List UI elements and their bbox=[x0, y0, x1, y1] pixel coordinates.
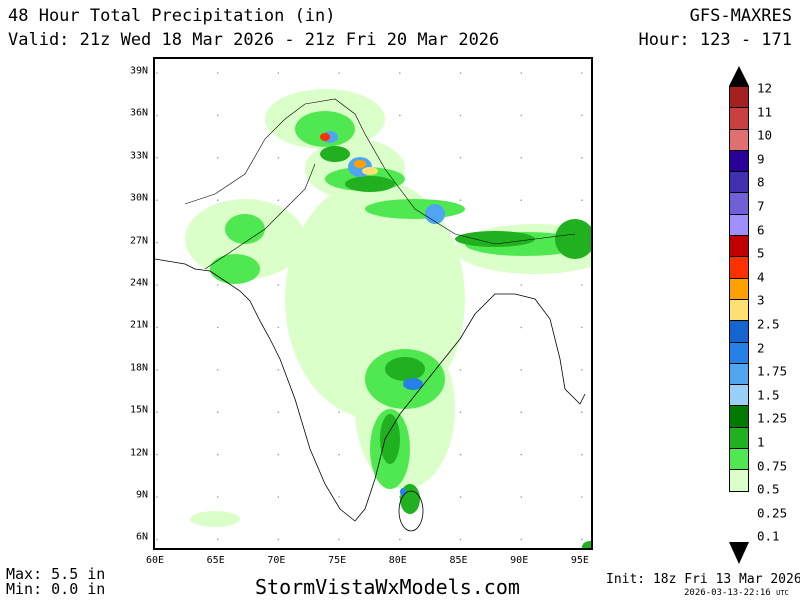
colorbar-label: 1 bbox=[757, 434, 765, 450]
coastline bbox=[154, 258, 586, 522]
colorbar-swatch bbox=[729, 214, 749, 237]
colorbar-swatch bbox=[729, 257, 749, 279]
colorbar-label: 7 bbox=[757, 198, 765, 214]
precip-area bbox=[555, 219, 595, 259]
lon-label: 90E bbox=[510, 555, 529, 566]
timestamp-value: 2026-03-13-22:16 bbox=[684, 588, 771, 598]
lon-label: 65E bbox=[206, 555, 225, 566]
timestamp: 2026-03-13-22:16 UTC bbox=[684, 588, 789, 598]
precip-area bbox=[582, 541, 598, 553]
init-time: Init: 18z Fri 13 Mar 2026 bbox=[606, 572, 800, 587]
colorbar-bottom-arrow bbox=[729, 542, 749, 564]
lat-label: 36N bbox=[129, 107, 148, 119]
colorbar-swatch bbox=[729, 470, 749, 492]
precip-area bbox=[320, 146, 350, 162]
site-watermark: StormVistaWxModels.com bbox=[255, 575, 520, 599]
colorbar-label: 2 bbox=[757, 340, 765, 356]
sri-lanka bbox=[398, 490, 424, 532]
lat-label: 6N bbox=[135, 531, 148, 543]
colorbar-label: 10 bbox=[757, 127, 773, 143]
precip-area bbox=[385, 357, 425, 381]
colorbar-swatch bbox=[729, 129, 749, 151]
precip-area bbox=[380, 414, 400, 464]
precip-area bbox=[455, 231, 535, 247]
colorbar-label: 1.5 bbox=[757, 387, 780, 403]
precip-area bbox=[345, 176, 395, 192]
forecast-hours: Hour: 123 - 171 bbox=[638, 30, 792, 50]
colorbar-swatch bbox=[729, 406, 749, 428]
colorbar-label: 2.5 bbox=[757, 316, 780, 332]
colorbar-label: 8 bbox=[757, 174, 765, 190]
lat-label: 18N bbox=[129, 362, 148, 374]
colorbar-label: 0.5 bbox=[757, 481, 780, 497]
lat-label: 9N bbox=[135, 489, 148, 501]
colorbar-top-arrow bbox=[729, 66, 749, 86]
lon-label: 60E bbox=[145, 555, 165, 566]
colorbar-label: 0.25 bbox=[757, 505, 788, 521]
colorbar-label: 1.75 bbox=[757, 363, 788, 379]
lat-label: 15N bbox=[129, 404, 148, 416]
lat-label: 39N bbox=[129, 65, 148, 77]
colorbar-label: 0.75 bbox=[757, 458, 788, 474]
lon-label: 85E bbox=[449, 555, 468, 566]
colorbar-label: 12 bbox=[757, 80, 773, 96]
precip-area bbox=[295, 111, 355, 147]
precip-area bbox=[190, 511, 240, 527]
colorbar-label: 0.1 bbox=[757, 528, 780, 544]
colorbar-swatch bbox=[729, 363, 749, 386]
colorbar-swatch bbox=[729, 87, 749, 109]
colorbar-label: 4 bbox=[757, 269, 765, 285]
colorbar-label: 11 bbox=[757, 104, 773, 120]
precip-area bbox=[210, 254, 260, 284]
model-name: GFS-MAXRES bbox=[689, 6, 792, 26]
lat-label: 33N bbox=[129, 150, 148, 162]
min-value: Min: 0.0 in bbox=[6, 580, 106, 598]
precip-area bbox=[425, 204, 445, 224]
colorbar-swatch bbox=[729, 193, 749, 215]
precip-area bbox=[225, 214, 265, 244]
lon-label: 95E bbox=[570, 555, 589, 566]
max-value: Max: 5.5 in bbox=[6, 565, 106, 583]
lat-label: 24N bbox=[129, 277, 148, 289]
lon-label: 70E bbox=[267, 555, 286, 566]
colorbar-swatch bbox=[729, 150, 749, 173]
colorbar-swatch bbox=[729, 449, 749, 471]
valid-period: Valid: 21z Wed 18 Mar 2026 - 21z Fri 20 … bbox=[8, 30, 500, 50]
map-title: 48 Hour Total Precipitation (in) bbox=[8, 6, 336, 26]
colorbar-swatch bbox=[729, 342, 749, 364]
precip-area bbox=[403, 378, 423, 390]
precip-area bbox=[400, 488, 406, 496]
lat-label: 27N bbox=[129, 235, 148, 247]
colorbar-swatch bbox=[729, 108, 749, 130]
colorbar bbox=[729, 86, 749, 492]
colorbar-label: 9 bbox=[757, 151, 765, 167]
colorbar-swatch bbox=[729, 299, 749, 322]
colorbar-swatch bbox=[729, 172, 749, 194]
lat-label: 12N bbox=[129, 447, 148, 459]
colorbar-swatch bbox=[729, 236, 749, 258]
precip-area bbox=[320, 133, 330, 141]
precipitation-map bbox=[153, 57, 615, 553]
lon-label: 75E bbox=[328, 555, 347, 566]
colorbar-swatch bbox=[729, 427, 749, 450]
colorbar-label: 1.25 bbox=[757, 410, 788, 426]
colorbar-label: 6 bbox=[757, 222, 765, 238]
colorbar-label: 5 bbox=[757, 245, 765, 261]
precip-area bbox=[354, 160, 366, 168]
colorbar-swatch bbox=[729, 321, 749, 343]
colorbar-label: 3 bbox=[757, 292, 765, 308]
timestamp-utc: UTC bbox=[776, 589, 789, 597]
lat-label: 21N bbox=[129, 319, 148, 331]
colorbar-swatch bbox=[729, 278, 749, 300]
map-canvas bbox=[154, 72, 615, 553]
lat-label: 30N bbox=[129, 192, 148, 204]
colorbar-swatch bbox=[729, 385, 749, 407]
precip-area bbox=[362, 167, 378, 175]
lon-label: 80E bbox=[388, 555, 407, 566]
